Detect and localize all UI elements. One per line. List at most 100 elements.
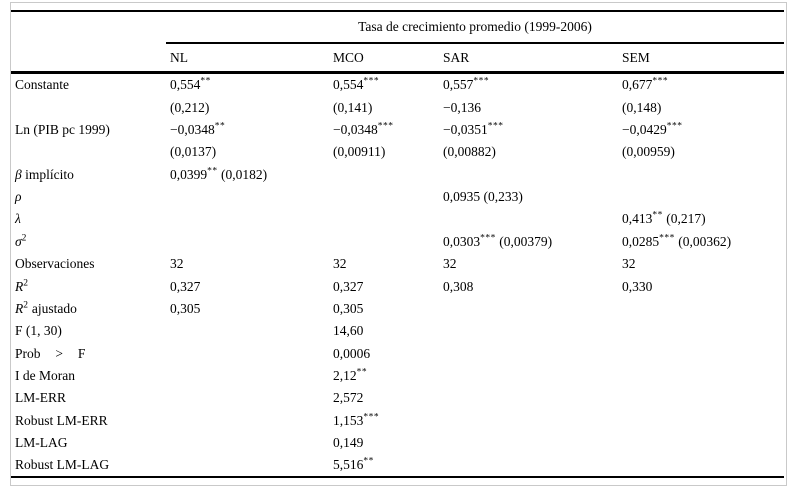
cell-sem: 0,677*** bbox=[622, 76, 669, 93]
cell-nl bbox=[166, 387, 329, 409]
cell-nl bbox=[166, 320, 329, 342]
page-frame bbox=[10, 2, 787, 486]
cell-sar bbox=[439, 163, 618, 185]
cell-mco: 0,305 bbox=[333, 300, 364, 316]
row-label: ρ bbox=[15, 189, 22, 205]
row-label: λ bbox=[15, 211, 21, 227]
table-row: LM-LAG 0,149 bbox=[11, 432, 784, 454]
cell-sem bbox=[618, 364, 784, 386]
table-row: (0,212) (0,141) −0,136 (0,148) bbox=[11, 96, 784, 118]
table-row: (0,0137) (0,00911) (0,00882) (0,00959) bbox=[11, 141, 784, 163]
row-label: σ2 bbox=[15, 233, 27, 249]
cell-mco: 32 bbox=[333, 256, 347, 272]
cell-nl: (0,212) bbox=[169, 99, 210, 115]
cell-mco: (0,141) bbox=[333, 99, 373, 115]
cell-sem bbox=[618, 186, 784, 208]
row-label: Observaciones bbox=[15, 256, 95, 272]
cell-nl: 32 bbox=[169, 256, 184, 272]
cell-sar bbox=[439, 297, 618, 319]
cell-mco bbox=[329, 208, 439, 230]
column-header-row: NL MCO SAR SEM bbox=[11, 43, 784, 74]
cell-sar: 32 bbox=[442, 256, 457, 272]
cell-sem bbox=[618, 163, 784, 185]
cell-mco: 0,327 bbox=[333, 278, 364, 294]
cell-mco: 0,149 bbox=[333, 434, 364, 450]
cell-mco bbox=[329, 230, 439, 252]
cell-nl: −0,0348** bbox=[169, 121, 226, 138]
cell-mco: 5,516** bbox=[333, 456, 374, 473]
regression-table-container: Tasa de crecimiento promedio (1999-2006)… bbox=[11, 10, 784, 479]
row-label: F (1, 30) bbox=[15, 323, 62, 339]
cell-sem bbox=[618, 454, 784, 477]
cell-sar: 0,308 bbox=[442, 278, 474, 294]
table-row: Robust LM-ERR 1,153*** bbox=[11, 409, 784, 431]
cell-mco bbox=[329, 163, 439, 185]
cell-mco: 2,572 bbox=[333, 390, 364, 406]
cell-nl: 0,305 bbox=[169, 300, 201, 316]
cell-sem: 0,330 bbox=[622, 278, 653, 294]
cell-nl bbox=[166, 230, 329, 252]
column-header-nl: NL bbox=[165, 43, 329, 74]
cell-sar: 0,0935 (0,233) bbox=[442, 189, 523, 205]
cell-sem: 0,413** (0,217) bbox=[622, 210, 706, 227]
cell-mco bbox=[329, 186, 439, 208]
table-row: R2 0,327 0,327 0,308 0,330 bbox=[11, 275, 784, 297]
table-row: Observaciones 32 32 32 32 bbox=[11, 253, 784, 275]
cell-mco: 2,12** bbox=[333, 367, 368, 383]
table-row: Prob > F 0,0006 bbox=[11, 342, 784, 364]
cell-sar: 0,557*** bbox=[442, 76, 490, 93]
cell-sar: −0,0351*** bbox=[442, 121, 504, 138]
row-label: β implícito bbox=[15, 166, 74, 182]
table-row: I de Moran 2,12** bbox=[11, 364, 784, 386]
row-label: LM-LAG bbox=[15, 434, 68, 450]
cell-sem bbox=[618, 342, 784, 364]
row-label: R2 ajustado bbox=[15, 300, 77, 316]
row-label: Ln (PIB pc 1999) bbox=[15, 122, 110, 138]
cell-sem bbox=[618, 297, 784, 319]
row-label bbox=[11, 141, 166, 163]
cell-sem: (0,00959) bbox=[622, 144, 675, 160]
table-row: Ln (PIB pc 1999) −0,0348** −0,0348*** −0,03… bbox=[11, 119, 784, 141]
cell-nl: (0,0137) bbox=[169, 144, 217, 160]
cell-sem: −0,0429*** bbox=[622, 121, 683, 138]
table-group-header: Tasa de crecimiento promedio (1999-2006) bbox=[165, 11, 784, 44]
cell-nl bbox=[166, 342, 329, 364]
table-row: ρ 0,0935 (0,233) bbox=[11, 186, 784, 208]
cell-sar bbox=[439, 454, 618, 477]
cell-nl bbox=[166, 208, 329, 230]
cell-sem bbox=[618, 432, 784, 454]
row-label: Constante bbox=[15, 77, 69, 93]
cell-sar: (0,00882) bbox=[442, 144, 496, 160]
cell-mco: 14,60 bbox=[333, 323, 364, 339]
cell-sar bbox=[439, 364, 618, 386]
cell-nl bbox=[166, 186, 329, 208]
cell-sem bbox=[618, 409, 784, 431]
table-row: β implícito 0,0399** (0,0182) bbox=[11, 163, 784, 185]
table-row: Constante 0,554** 0,554*** 0,557*** 0,677*** bbox=[11, 73, 784, 97]
row-label bbox=[11, 96, 166, 118]
cell-nl: 0,554** bbox=[169, 76, 211, 93]
stub-cell bbox=[11, 11, 166, 43]
table-row: λ 0,413** (0,217) bbox=[11, 208, 784, 230]
row-label: R2 bbox=[15, 278, 29, 294]
cell-sem: 0,0285*** (0,00362) bbox=[622, 233, 732, 249]
cell-nl bbox=[166, 409, 329, 431]
cell-mco: 1,153*** bbox=[333, 412, 380, 428]
column-header-sar: SAR bbox=[438, 43, 618, 74]
cell-nl bbox=[166, 454, 329, 477]
cell-sem bbox=[618, 387, 784, 409]
cell-mco: (0,00911) bbox=[333, 144, 386, 160]
table-row: LM-ERR 2,572 bbox=[11, 387, 784, 409]
cell-mco: 0,554*** bbox=[333, 76, 380, 93]
column-header-sem: SEM bbox=[618, 43, 784, 74]
row-label: I de Moran bbox=[15, 367, 75, 383]
cell-sar bbox=[439, 208, 618, 230]
cell-sar: 0,0303*** (0,00379) bbox=[442, 233, 553, 249]
cell-sar bbox=[439, 409, 618, 431]
column-header-mco: MCO bbox=[329, 43, 439, 74]
cell-nl bbox=[166, 364, 329, 386]
table-row: Robust LM-LAG 5,516** bbox=[11, 454, 784, 477]
cell-sar: −0,136 bbox=[442, 99, 481, 115]
table-row: σ2 0,0303*** (0,00379) 0,0285*** (0,00362) bbox=[11, 230, 784, 252]
cell-sar bbox=[439, 387, 618, 409]
